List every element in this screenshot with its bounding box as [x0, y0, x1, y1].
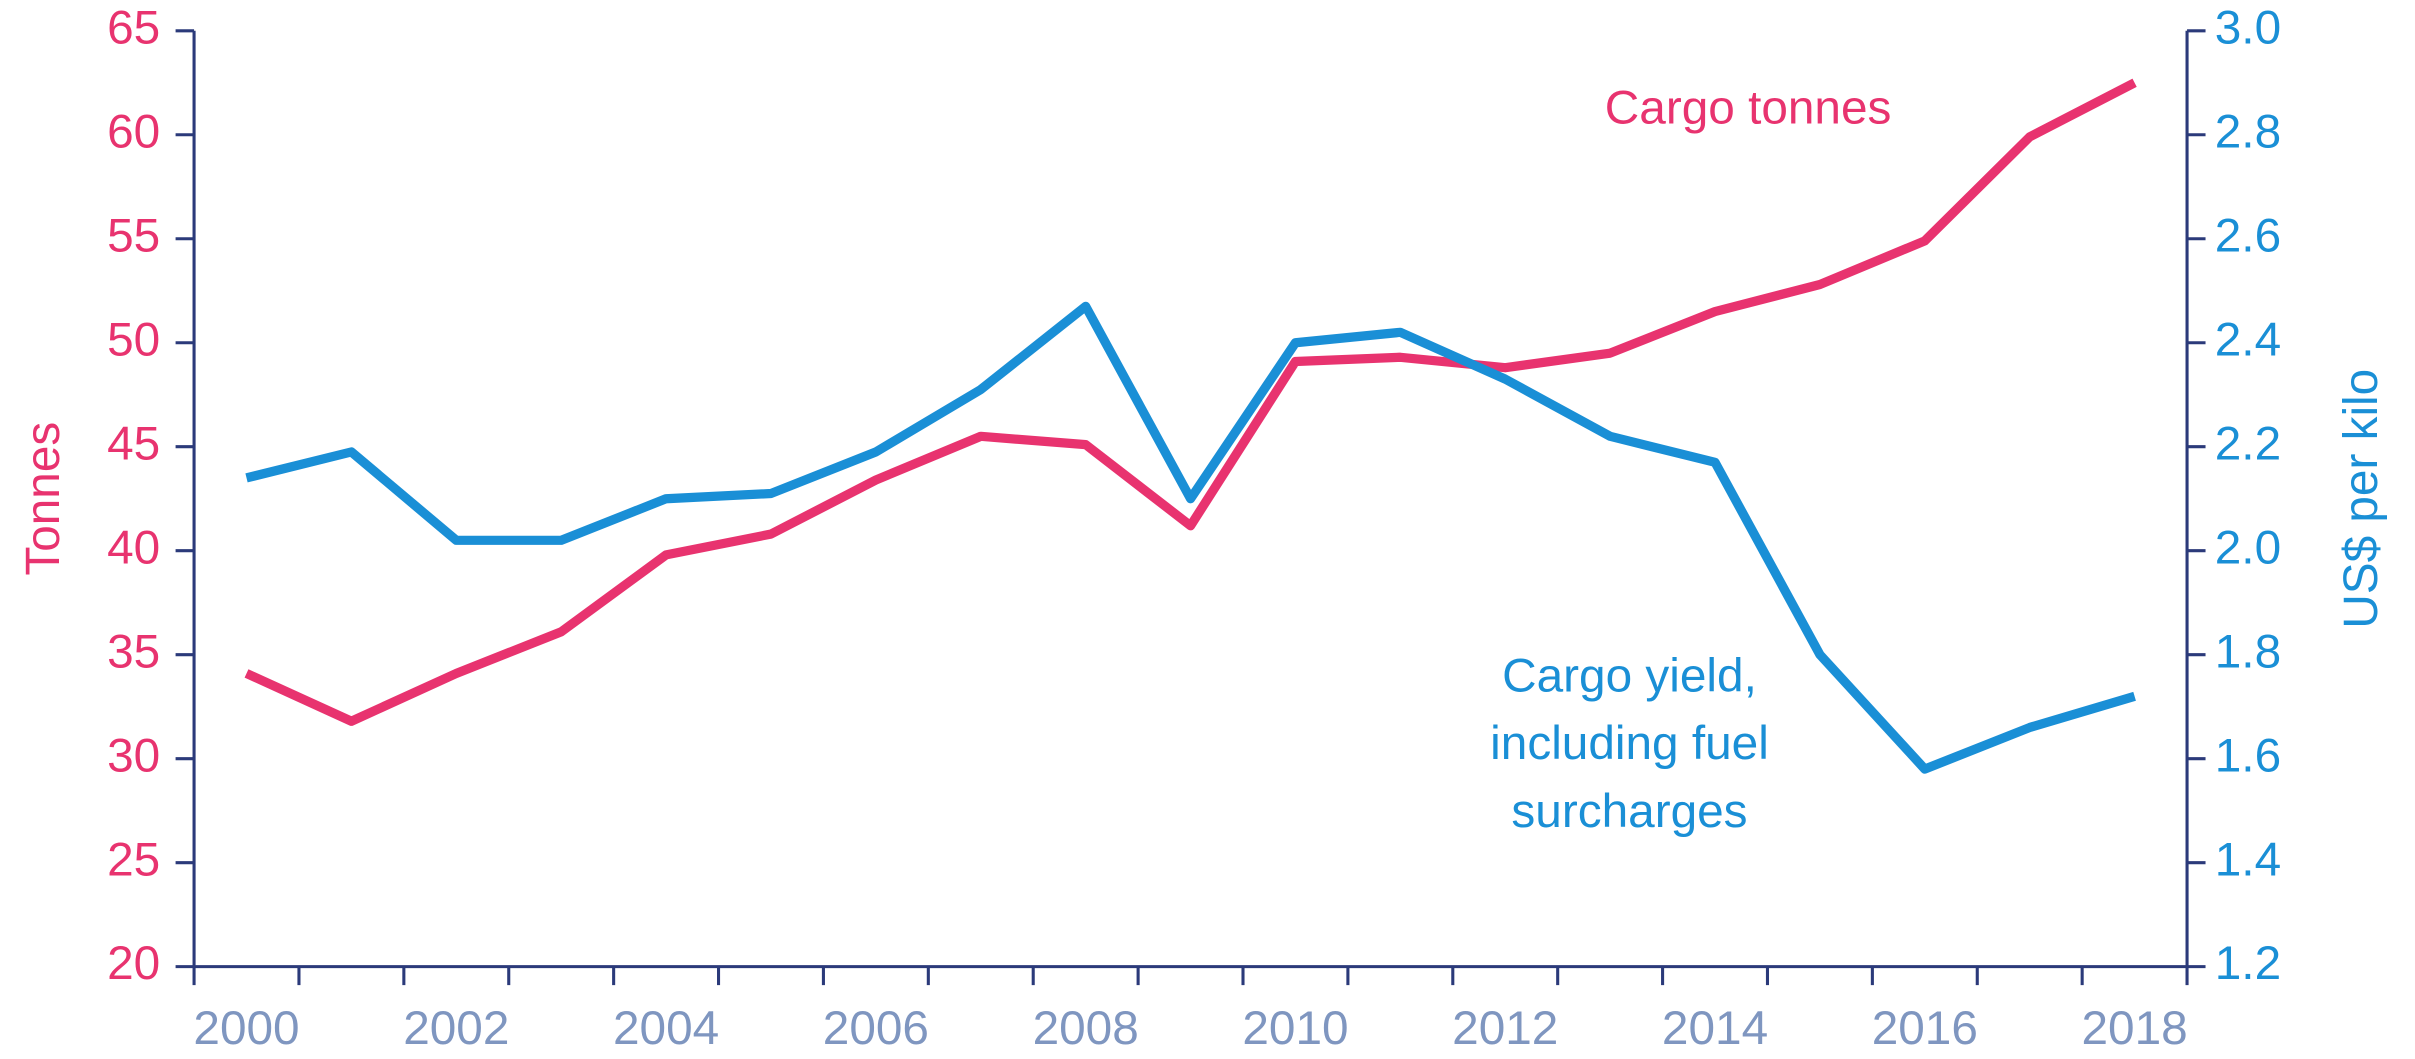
y-tick-label: 40 [107, 521, 160, 574]
y2-tick-label: 2.2 [2215, 417, 2281, 470]
y2-tick-label: 1.4 [2215, 833, 2281, 886]
y2-tick-label: 2.8 [2215, 105, 2281, 158]
y-tick-label: 20 [107, 937, 160, 990]
y2-tick-label: 2.6 [2215, 209, 2281, 262]
y2-tick-label: 2.4 [2215, 313, 2281, 366]
y-axis-label: Tonnes [17, 422, 70, 576]
annotation: surcharges [1511, 785, 1747, 838]
y2-tick-label: 1.2 [2215, 937, 2281, 990]
series-line [245, 301, 2136, 774]
x-tick-label: 2014 [1662, 1002, 1768, 1055]
x-tick-label: 2000 [193, 1002, 299, 1055]
x-tick-label: 2008 [1033, 1002, 1139, 1055]
annotation: Cargo tonnes [1605, 81, 1892, 134]
x-tick-label: 2004 [613, 1002, 719, 1055]
y2-tick-label: 1.6 [2215, 729, 2281, 782]
y2-tick-label: 3.0 [2215, 1, 2281, 54]
x-tick-label: 2002 [403, 1002, 509, 1055]
y-tick-label: 55 [107, 209, 160, 262]
x-tick-label: 2018 [2082, 1002, 2188, 1055]
series-line [244, 78, 2137, 726]
y-tick-label: 65 [107, 1, 160, 54]
annotation: including fuel [1490, 717, 1769, 770]
y-tick-label: 25 [107, 833, 160, 886]
y2-tick-label: 2.0 [2215, 521, 2281, 574]
annotation: Cargo yield, [1502, 649, 1757, 702]
y-tick-label: 30 [107, 729, 160, 782]
y-tick-label: 60 [107, 105, 160, 158]
x-tick-label: 2006 [823, 1002, 929, 1055]
y2-tick-label: 1.8 [2215, 625, 2281, 678]
x-tick-label: 2010 [1242, 1002, 1348, 1055]
y-tick-label: 35 [107, 625, 160, 678]
x-tick-label: 2012 [1452, 1002, 1558, 1055]
y-tick-label: 50 [107, 313, 160, 366]
x-tick-label: 2016 [1872, 1002, 1978, 1055]
y2-axis-label: US$ per kilo [2335, 369, 2388, 629]
y-tick-label: 45 [107, 417, 160, 470]
